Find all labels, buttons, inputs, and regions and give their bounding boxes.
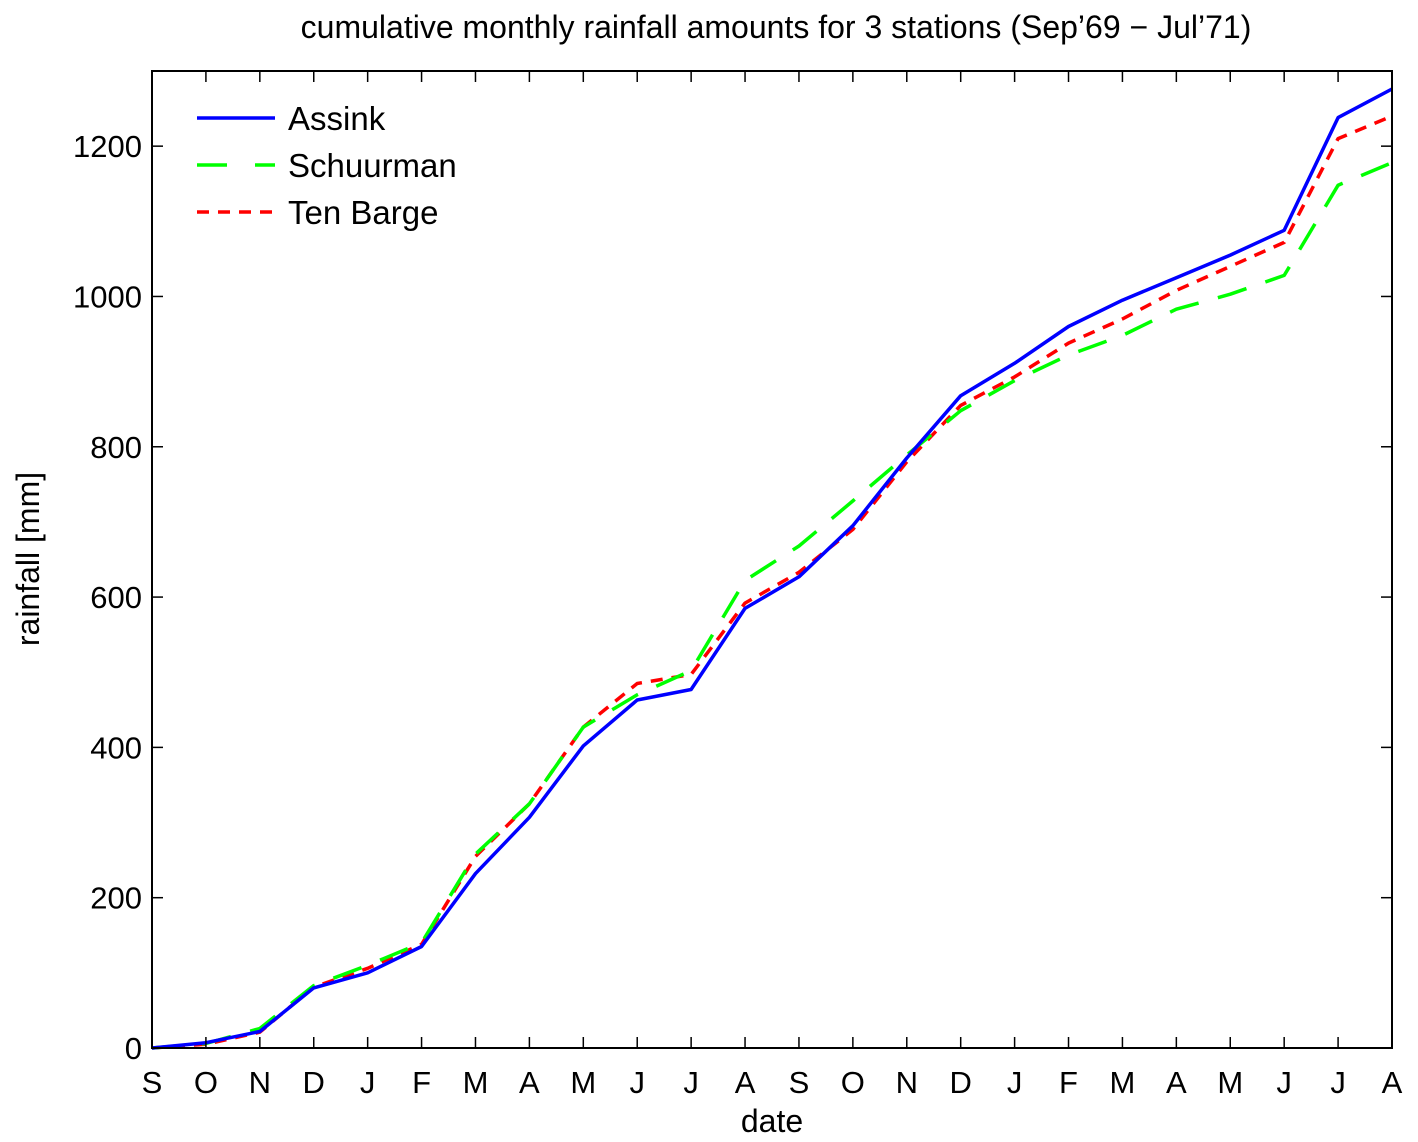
x-tick-label: D (950, 1065, 972, 1100)
y-tick-label: 0 (125, 1031, 142, 1066)
legend-entry: Assink (288, 100, 386, 137)
x-tick-label: J (1007, 1065, 1023, 1100)
y-tick-label: 1200 (73, 129, 142, 164)
y-tick-label: 200 (90, 881, 142, 916)
x-tick-label: O (194, 1065, 218, 1100)
y-tick-label: 800 (90, 430, 142, 465)
legend: Assink Schuurman Ten Barge (197, 100, 457, 231)
x-tick-label: J (1330, 1065, 1346, 1100)
chart-title: cumulative monthly rainfall amounts for … (301, 9, 1252, 45)
y-axis: 0 200 400 600 800 1000 1200 (73, 129, 1392, 1066)
x-tick-label: S (789, 1065, 810, 1100)
y-tick-label: 400 (90, 730, 142, 765)
x-tick-label: A (1382, 1065, 1403, 1100)
x-tick-label: N (249, 1065, 271, 1100)
x-tick-label: J (1276, 1065, 1292, 1100)
x-tick-label: S (142, 1065, 163, 1100)
x-tick-label: D (303, 1065, 325, 1100)
series-line-ten-barge (151, 114, 1393, 1050)
plot-area (151, 87, 1393, 1050)
x-tick-label: J (629, 1065, 645, 1100)
x-tick-label: A (735, 1065, 756, 1100)
series-line-assink (151, 87, 1393, 1050)
y-axis-label: rainfall [mm] (10, 472, 46, 646)
legend-entry: Ten Barge (288, 194, 438, 231)
x-tick-label: F (1059, 1065, 1078, 1100)
axes-box (151, 70, 1393, 1049)
x-tick-label: J (360, 1065, 376, 1100)
x-tick-label: M (463, 1065, 489, 1100)
x-tick-label: O (841, 1065, 865, 1100)
x-tick-label: M (1217, 1065, 1243, 1100)
x-tick-label: N (896, 1065, 918, 1100)
x-tick-label: F (412, 1065, 431, 1100)
y-tick-label: 1000 (73, 279, 142, 314)
x-tick-label: M (570, 1065, 596, 1100)
x-axis-label: date (741, 1103, 803, 1139)
x-tick-label: A (519, 1065, 540, 1100)
series-line-schuurman (151, 161, 1393, 1050)
x-tick-label: J (683, 1065, 699, 1100)
x-tick-label: M (1110, 1065, 1136, 1100)
x-tick-label: A (1166, 1065, 1187, 1100)
y-tick-label: 600 (90, 580, 142, 615)
legend-entry: Schuurman (288, 147, 457, 184)
